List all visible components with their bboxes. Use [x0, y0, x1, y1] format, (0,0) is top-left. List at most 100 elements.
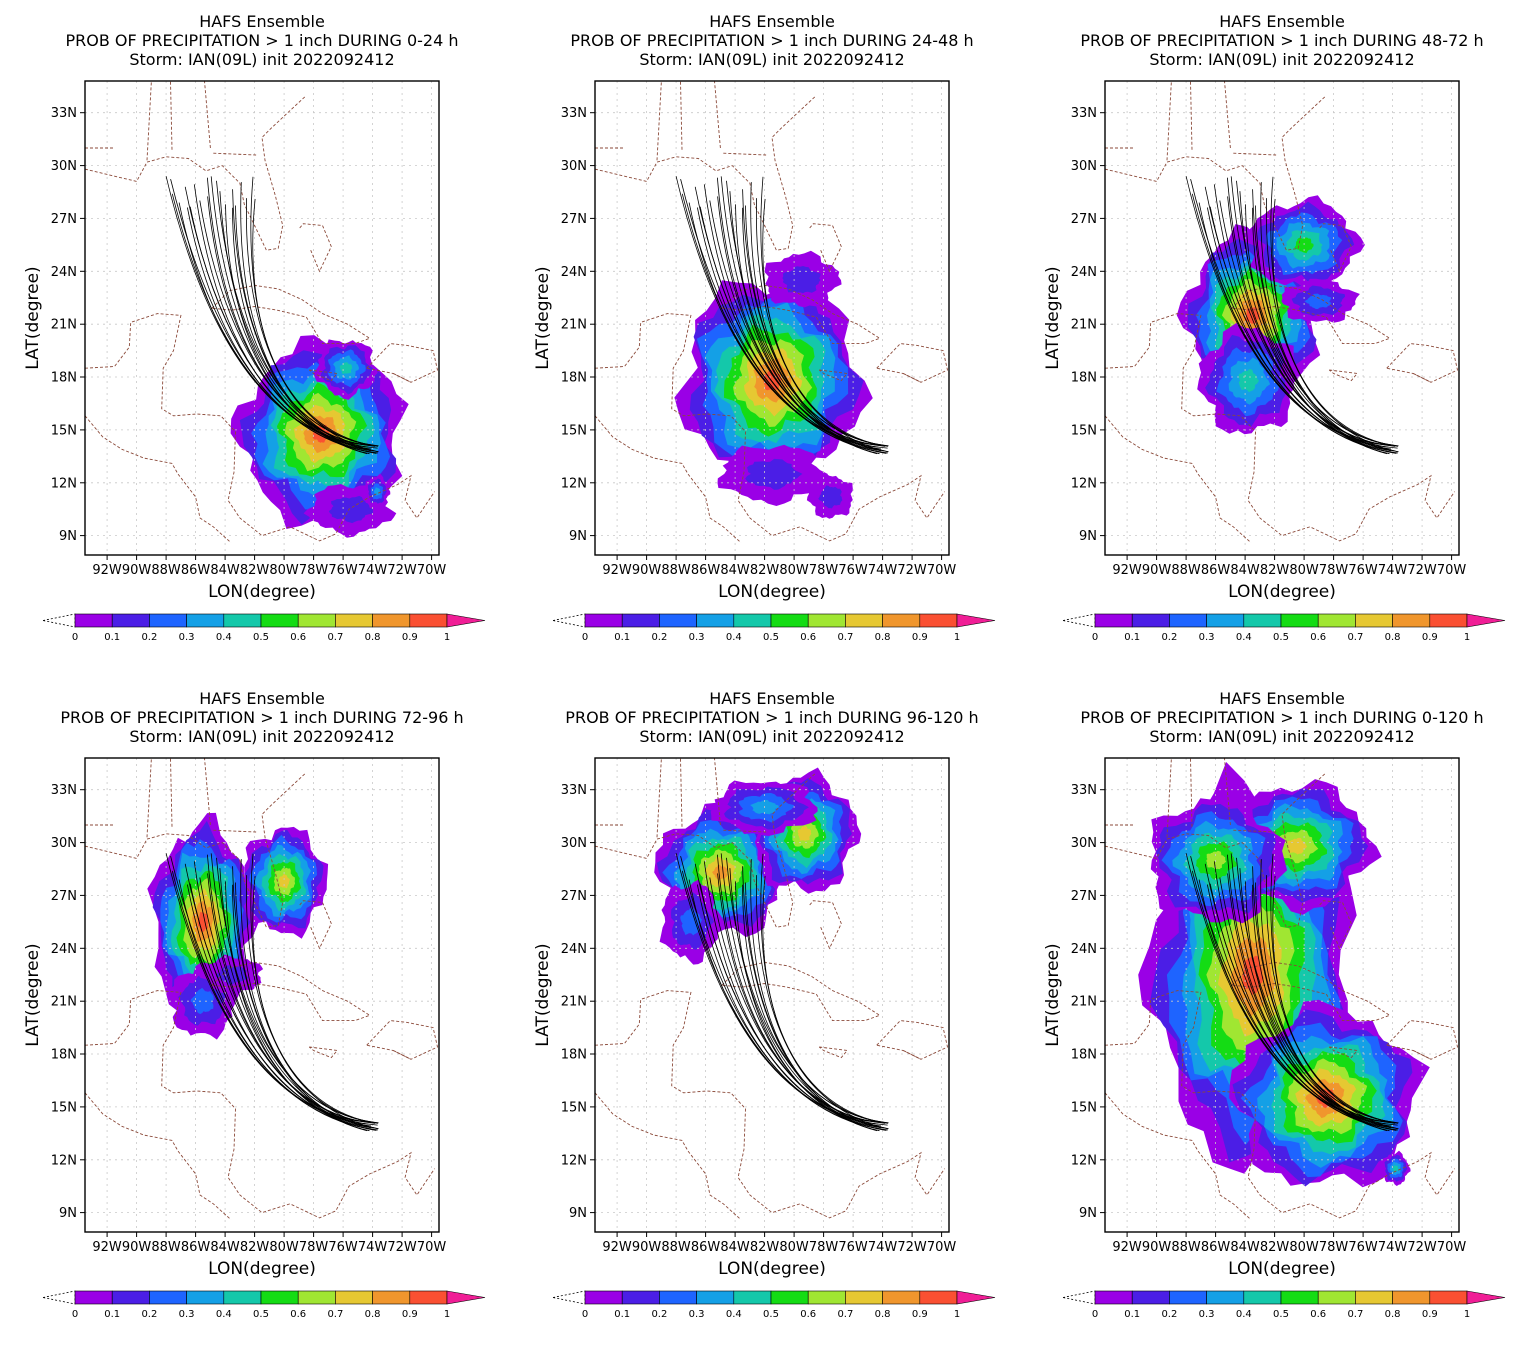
x-tick-label: 76W: [328, 563, 358, 578]
chart-title-line: PROB OF PRECIPITATION > 1 inch DURING 0-…: [1080, 708, 1483, 727]
coastline: [393, 1050, 412, 1060]
precip-probability-blob: [1248, 195, 1365, 293]
colorbar-tick-label: 0.7: [1347, 1309, 1363, 1320]
colorbar-tick-label: 0.5: [763, 1309, 779, 1320]
precip-probability-blob: [710, 780, 818, 836]
coastline: [1233, 152, 1277, 156]
x-tick-label: 84W: [210, 563, 240, 578]
ensemble-track: [745, 882, 879, 1128]
x-tick-label: 92W: [92, 1240, 122, 1255]
y-axis-label: LAT(degree): [1043, 266, 1063, 369]
ensemble-track: [252, 198, 379, 447]
colorbar-tick-label: 0.1: [104, 1309, 120, 1320]
coastline: [1386, 343, 1459, 383]
colorbar-bin: [584, 1290, 623, 1305]
coastline: [170, 758, 173, 827]
colorbar-bin: [297, 1290, 336, 1305]
coastline: [1386, 1020, 1459, 1060]
y-tick-label: 9N: [1079, 1206, 1097, 1221]
coastline: [213, 152, 257, 156]
x-tick-label: 74W: [358, 1240, 388, 1255]
ensemble-track: [1219, 200, 1390, 446]
colorbar-tick-label: 0.6: [800, 1309, 816, 1320]
x-tick-label: 74W: [1378, 563, 1408, 578]
y-tick-label: 12N: [51, 476, 77, 491]
colorbar-bin: [1429, 1290, 1468, 1305]
coastline: [170, 81, 173, 150]
x-tick-label: 70W: [927, 563, 957, 578]
x-tick-label: 90W: [632, 563, 662, 578]
colorbar-tick-label: 1: [1464, 632, 1470, 643]
y-tick-label: 18N: [51, 1048, 77, 1063]
x-axis-label: LON(degree): [208, 1259, 316, 1279]
x-tick-label: 88W: [661, 1240, 691, 1255]
contour-fill: [680, 907, 702, 936]
x-tick-label: 92W: [1112, 563, 1142, 578]
y-tick-label: 12N: [51, 1153, 77, 1168]
x-tick-label: 90W: [122, 1240, 152, 1255]
colorbar-tick-label: 1: [954, 1309, 960, 1320]
colorbar-bin: [919, 613, 958, 628]
colorbar-tick-label: 0.5: [1273, 632, 1289, 643]
x-tick-label: 76W: [838, 563, 868, 578]
ensemble-track: [756, 198, 888, 453]
contour-fill: [373, 487, 380, 496]
chart-title-line: Storm: IAN(09L) init 2022092412: [639, 50, 904, 69]
coastline: [656, 758, 662, 838]
colorbar-bin: [807, 1290, 846, 1305]
colorbar-tick-label: 0.8: [365, 1309, 381, 1320]
x-tick-label: 80W: [1289, 1240, 1319, 1255]
y-tick-label: 27N: [1071, 212, 1097, 227]
colorbar-tick-label: 0.4: [1236, 1309, 1252, 1320]
colorbar-tick-label: 0.5: [763, 632, 779, 643]
coastline: [85, 990, 435, 1219]
colorbar-tick-label: 0.6: [290, 632, 306, 643]
ensemble-track: [742, 866, 878, 1132]
colorbar-tick-label: 0.2: [141, 632, 157, 643]
ensemble-track: [709, 877, 880, 1123]
y-tick-label: 24N: [561, 265, 587, 280]
chart-panel: HAFS Ensemble PROB OF PRECIPITATION > 1 i…: [510, 0, 1020, 677]
coastline: [1190, 758, 1193, 827]
coastline: [808, 900, 842, 950]
colorbar-bin: [409, 1290, 448, 1305]
colorbar-bin: [111, 1290, 150, 1305]
chart-title-line: HAFS Ensemble: [709, 689, 835, 708]
colorbar-tick-label: 0.6: [1310, 1309, 1326, 1320]
coastline: [1328, 1046, 1359, 1059]
colorbar-tick-label: 1: [1464, 1309, 1470, 1320]
colorbar-bin: [1169, 613, 1207, 628]
colorbar-under-arrow: [552, 613, 586, 628]
colorbar-bin: [1355, 1290, 1393, 1305]
x-tick-label: 84W: [720, 1240, 750, 1255]
coastline: [876, 343, 949, 383]
coastline: [1318, 223, 1352, 273]
plot-area: [85, 81, 439, 555]
coastline: [1233, 829, 1277, 833]
x-tick-label: 90W: [122, 563, 152, 578]
colorbar-tick-label: 0.5: [253, 632, 269, 643]
precip-probability-blob: [806, 473, 853, 519]
ensemble-track: [1230, 853, 1387, 1128]
colorbar-tick-label: 0.9: [402, 1309, 418, 1320]
coastline: [393, 373, 412, 383]
colorbar-tick-label: 1: [444, 632, 450, 643]
y-tick-label: 21N: [561, 318, 587, 333]
ensemble-track: [1239, 868, 1396, 1129]
coastline: [808, 223, 842, 273]
coastline: [308, 1046, 339, 1059]
colorbar-bin: [1206, 613, 1245, 628]
coastline: [146, 81, 152, 161]
y-tick-label: 9N: [569, 1206, 587, 1221]
x-tick-label: 92W: [92, 563, 122, 578]
y-tick-label: 30N: [1071, 159, 1097, 174]
colorbar-under-arrow: [552, 1290, 586, 1305]
x-tick-label: 76W: [838, 1240, 868, 1255]
x-tick-label: 76W: [1348, 563, 1378, 578]
colorbar-bin: [1355, 613, 1393, 628]
chart-title-line: Storm: IAN(09L) init 2022092412: [1149, 727, 1414, 746]
colorbar-tick-label: 0.3: [689, 632, 705, 643]
